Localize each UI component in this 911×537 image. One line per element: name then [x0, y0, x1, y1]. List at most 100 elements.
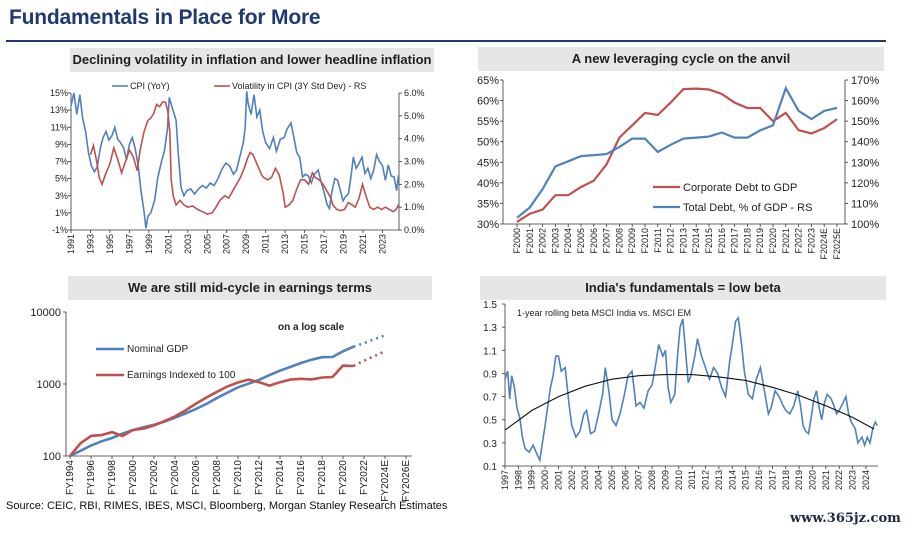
- earnings-legend-label-gdp: Nominal GDP: [127, 344, 188, 355]
- leverage-x-tick-label: F2011: [653, 228, 663, 253]
- inflation-x-tick-label: 2005: [202, 234, 212, 254]
- beta-y-tick-label: 0.3: [483, 439, 497, 450]
- leverage-x-tick-label: F2001: [525, 228, 535, 254]
- inflation-y-left-tick-label: 15%: [50, 88, 68, 98]
- leverage-y-right-tick-label: 140%: [851, 137, 879, 149]
- inflation-legend-label-volatility: Volatility in CPI (3Y Std Dev) - RS: [232, 81, 366, 91]
- inflation-x-tick-label: 2019: [339, 234, 349, 254]
- earnings-x-tick-label: FY2008: [212, 460, 223, 495]
- earnings-x-tick-label: FY2012: [254, 460, 265, 495]
- beta-x-tick-label: 2010: [674, 470, 684, 490]
- beta-x-tick-label: 2022: [834, 470, 844, 490]
- beta-x-tick-label: 2018: [781, 470, 791, 490]
- inflation-x-tick-label: 1991: [66, 234, 76, 254]
- inflation-series-volatility-line: [89, 101, 400, 215]
- leverage-x-tick-label: F2006: [589, 228, 599, 254]
- inflation-y-right-tick-label: 5.0%: [404, 111, 425, 121]
- leverage-x-tick-label: F2022: [794, 228, 804, 254]
- inflation-y-left-tick-label: 11%: [51, 122, 68, 132]
- beta-x-tick-label: 1998: [513, 470, 523, 490]
- beta-x-tick-label: 1997: [500, 470, 510, 490]
- beta-x-tick-label: 2004: [594, 470, 604, 490]
- earnings-x-tick-label: FY2022: [359, 460, 370, 495]
- watermark: www.365jz.com: [790, 511, 901, 526]
- leverage-y-left-tick-label: 60%: [477, 96, 499, 108]
- earnings-y-tick-label: 10000: [30, 307, 61, 319]
- inflation-y-right-tick-label: 4.0%: [404, 134, 425, 144]
- leverage-y-left-tick-label: 65%: [477, 75, 499, 87]
- leverage-y-left-tick-label: 35%: [477, 198, 499, 210]
- leverage-x-tick-label: F2013: [678, 228, 688, 254]
- earnings-series-earnings-line: [68, 364, 354, 457]
- leverage-y-right-tick-label: 110%: [851, 198, 879, 210]
- leverage-x-tick-label: F2014: [691, 228, 701, 254]
- leverage-y-right-tick-label: 120%: [851, 178, 879, 190]
- leverage-y-right-tick-label: 150%: [851, 116, 879, 128]
- leverage-x-tick-label: F2003: [550, 228, 560, 254]
- inflation-x-tick-label: 2007: [222, 234, 232, 254]
- panel-title-earnings: We are still mid-cycle in earnings terms: [68, 276, 432, 300]
- leverage-y-left-tick-label: 30%: [477, 219, 499, 231]
- beta-y-tick-label: 1.5: [483, 300, 497, 311]
- beta-x-tick-label: 2019: [794, 470, 804, 490]
- beta-x-tick-label: 2021: [821, 470, 831, 490]
- beta-y-tick-label: 0.7: [483, 393, 497, 404]
- beta-x-tick-label: 2016: [754, 470, 764, 490]
- inflation-y-left-tick-label: 3%: [55, 191, 68, 201]
- leverage-x-tick-label: F2017: [730, 228, 740, 254]
- title-rule: [6, 40, 886, 42]
- leverage-x-tick-label: F2000: [512, 228, 522, 254]
- leverage-x-tick-label: F2021: [781, 228, 791, 254]
- inflation-y-left-tick-label: 5%: [55, 174, 68, 184]
- leverage-x-tick-label: F2007: [602, 228, 612, 254]
- leverage-y-right-tick-label: 160%: [851, 96, 879, 108]
- earnings-x-tick-label: FY2006: [191, 460, 202, 495]
- beta-y-tick-label: 1.3: [483, 323, 497, 334]
- beta-x-tick-label: 2005: [607, 470, 617, 490]
- beta-x-tick-label: 2011: [687, 470, 697, 489]
- inflation-y-right-tick-label: 2.0%: [404, 179, 425, 189]
- inflation-x-tick-label: 2003: [183, 234, 193, 254]
- leverage-x-tick-label: F2025E: [832, 228, 842, 260]
- panel-title-leverage: A new leveraging cycle on the anvil: [478, 47, 884, 71]
- beta-x-tick-label: 2014: [727, 470, 737, 490]
- earnings-series-gdp-line: [69, 345, 355, 458]
- earnings-legend-label-earnings: Earnings Indexed to 100: [127, 370, 236, 381]
- earnings-series-gdp-projection: [353, 334, 386, 348]
- leverage-x-tick-label: F2009: [627, 228, 637, 254]
- leverage-x-tick-label: F2004: [563, 228, 573, 254]
- beta-x-tick-label: 2013: [714, 470, 724, 490]
- beta-y-tick-label: 1.1: [483, 346, 497, 357]
- inflation-x-tick-label: 2023: [377, 234, 387, 254]
- leverage-x-tick-label: F2015: [704, 228, 714, 254]
- inflation-y-left-tick-label: 9%: [55, 139, 68, 149]
- earnings-annotation: on a log scale: [278, 322, 345, 333]
- beta-x-tick-label: 2006: [620, 470, 630, 490]
- inflation-x-tick-label: 1999: [144, 234, 154, 254]
- panel-title-beta: India's fundamentals = low beta: [480, 276, 886, 300]
- earnings-x-tick-label: FY2020: [338, 460, 349, 495]
- inflation-x-tick-label: 2013: [280, 234, 290, 254]
- inflation-y-left-tick-label: -1%: [52, 225, 68, 235]
- earnings-x-tick-label: FY2024E: [380, 460, 391, 502]
- inflation-x-tick-label: 2015: [300, 234, 310, 254]
- leverage-x-tick-label: F2018: [742, 228, 752, 254]
- inflation-y-right-tick-label: 6.0%: [404, 88, 425, 98]
- beta-x-tick-label: 2000: [540, 470, 550, 490]
- earnings-x-tick-label: FY1994: [65, 460, 76, 495]
- beta-x-tick-label: 2015: [741, 470, 751, 490]
- leverage-x-tick-label: F2019: [755, 228, 765, 254]
- beta-x-tick-label: 2001: [553, 470, 563, 490]
- earnings-x-tick-label: FY2016: [296, 460, 307, 495]
- beta-x-tick-label: 2003: [580, 470, 590, 490]
- leverage-series-corporate-debt-line: [516, 87, 838, 223]
- leverage-x-tick-label: F2010: [640, 228, 650, 254]
- leverage-x-tick-label: F2016: [717, 228, 727, 254]
- page-title: Fundamentals in Place for More: [9, 6, 321, 29]
- inflation-y-left-tick-label: 1%: [55, 208, 68, 218]
- leverage-x-tick-label: F2024E: [819, 228, 829, 260]
- inflation-y-left-tick-label: 7%: [55, 157, 68, 167]
- beta-y-tick-label: 0.1: [483, 462, 497, 473]
